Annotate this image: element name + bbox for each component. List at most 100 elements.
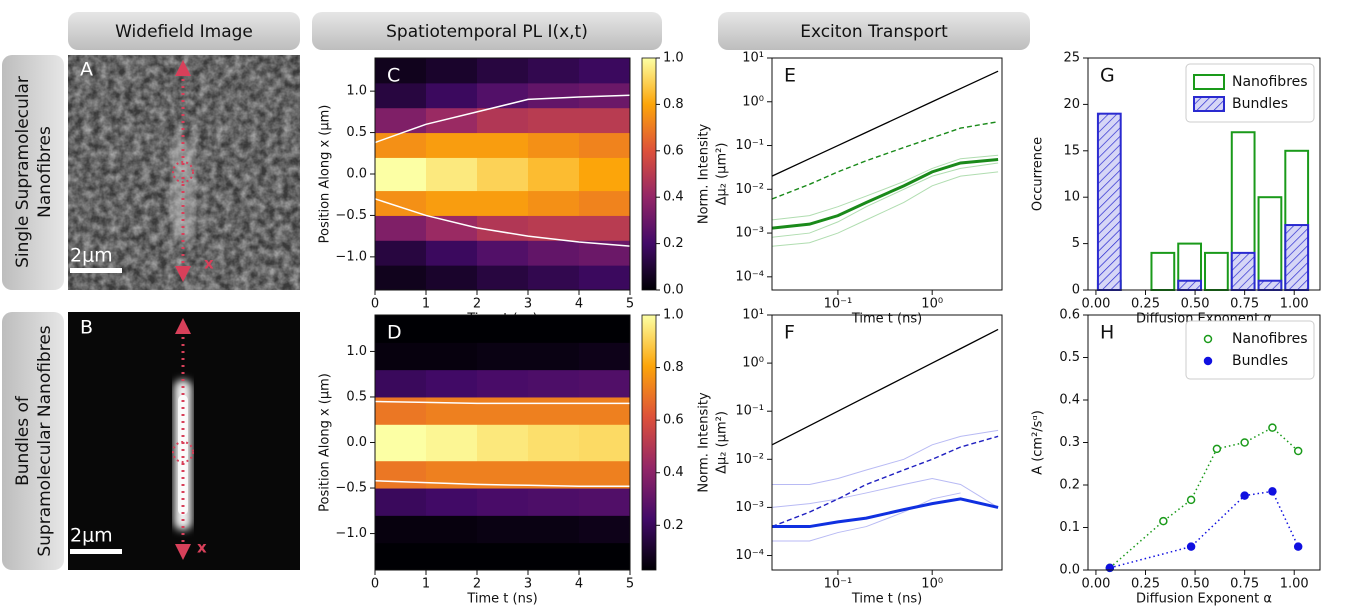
legend-label: Bundles [1232, 353, 1288, 369]
axis-label: x [204, 255, 214, 273]
row-label: Supramolecular Nanofibres [35, 325, 55, 556]
image-panel: A 2μm x [68, 55, 300, 290]
y-tick-label: 10 [1063, 190, 1080, 205]
heat-cell [579, 515, 630, 544]
heat-cell [477, 157, 529, 192]
legend-box [1185, 63, 1315, 123]
y-axis-label: Position Along x (μm) [318, 373, 333, 512]
row-tab [2, 312, 64, 570]
point [1268, 423, 1277, 432]
heat-cell [579, 265, 630, 290]
x-tick-label: 5 [626, 577, 634, 592]
heat-cell [375, 58, 427, 84]
heat-cell [477, 424, 529, 462]
colorbar-tick-label: 0.0 [663, 283, 684, 298]
plot-frame [771, 57, 1003, 291]
x-tick-label: 3 [524, 577, 532, 592]
heat-cell [375, 342, 427, 371]
y-axis-label: Δμ₂ (μm²) [715, 143, 730, 206]
bar [1177, 279, 1203, 292]
heat-cell [579, 369, 630, 398]
y-tick-label: 0.2 [1059, 478, 1080, 493]
heat-cell [477, 542, 529, 570]
y-axis-label: A (cm²/sᵅ) [1031, 410, 1046, 475]
heat-cell [477, 342, 529, 371]
heat-cell [579, 215, 630, 241]
point [1240, 491, 1249, 500]
heat-cell [375, 488, 427, 516]
y-tick-label: −1.0 [335, 526, 367, 541]
heat-cell [426, 342, 478, 371]
x-tick-label: 0.50 [1181, 297, 1210, 312]
column-header: Exciton Transport [800, 22, 948, 42]
x-tick-label: 3 [524, 297, 532, 312]
connector-line [1109, 490, 1299, 569]
x-tick-label: 10⁻¹ [824, 297, 853, 312]
heat-cell [426, 190, 478, 216]
y-axis-label: Occurrence [1031, 137, 1046, 211]
heat-cell [477, 215, 529, 241]
x-tick-label: 1.00 [1280, 297, 1309, 312]
scale-bar-label: 2μm [70, 525, 113, 547]
data-line [772, 162, 999, 238]
heat-cell [477, 190, 529, 216]
point [1293, 446, 1303, 456]
envelope-line [375, 480, 630, 487]
heat-cell [528, 396, 580, 425]
colorbar-tick-label: 0.2 [663, 236, 684, 251]
heat-cell [426, 107, 478, 134]
envelope-line [375, 94, 630, 144]
y-tick-label: −0.5 [335, 208, 367, 223]
colorbar-label: Norm. Intensity [697, 392, 712, 493]
data-line [772, 154, 999, 221]
y-tick-label: 0.6 [1059, 308, 1080, 323]
bar [1204, 251, 1229, 292]
y-tick-label: 1.0 [346, 344, 367, 359]
data-line [772, 171, 999, 247]
heat-cell [426, 215, 478, 241]
heat-cell [528, 460, 580, 489]
data-line [772, 497, 999, 529]
x-tick-label: 2 [473, 297, 481, 312]
y-tick-label: 10⁻⁴ [735, 548, 764, 563]
y-tick-label: 5 [1072, 236, 1080, 251]
plot-frame [771, 314, 1003, 571]
x-tick-label: 0.25 [1131, 297, 1160, 312]
header-tab [68, 12, 300, 50]
x-tick-label: 0 [371, 297, 379, 312]
heat-cell [528, 107, 580, 134]
plot-area [375, 58, 630, 290]
data-line [772, 328, 999, 446]
bar [1257, 279, 1283, 292]
y-tick-label: 20 [1063, 97, 1080, 112]
colorbar-tick-label: 0.8 [663, 97, 684, 112]
x-axis-label: Time t (ns) [851, 592, 922, 606]
point [1186, 542, 1196, 551]
x-tick-label: 0.50 [1181, 577, 1210, 592]
data-line [772, 429, 999, 485]
heat-cell [375, 424, 427, 462]
axis-label: x [197, 539, 207, 557]
connector-line [1109, 426, 1299, 569]
y-tick-label: 0.5 [346, 389, 367, 404]
heat-cell [528, 190, 580, 216]
x-tick-label: 0.00 [1081, 297, 1110, 312]
heat-cell [426, 315, 478, 343]
heat-cell [579, 157, 630, 192]
y-tick-label: −1.0 [335, 249, 367, 264]
heat-cell [375, 132, 427, 158]
x-tick-label: 0.75 [1230, 297, 1259, 312]
colorbar-tick-label: 0.8 [663, 360, 684, 375]
heat-cell [375, 107, 427, 134]
legend-swatch [1193, 96, 1225, 112]
y-tick-label: 10⁰ [742, 356, 764, 371]
heat-cell [426, 58, 478, 84]
y-tick-label: 25 [1063, 51, 1080, 66]
header-tab [312, 12, 662, 50]
heat-cell [528, 82, 580, 109]
heat-cell [579, 396, 630, 425]
heat-cell [528, 424, 580, 462]
y-axis-label: Δμ₂ (μm²) [715, 411, 730, 474]
legend-swatch [1193, 74, 1225, 90]
heat-cell [375, 265, 427, 290]
